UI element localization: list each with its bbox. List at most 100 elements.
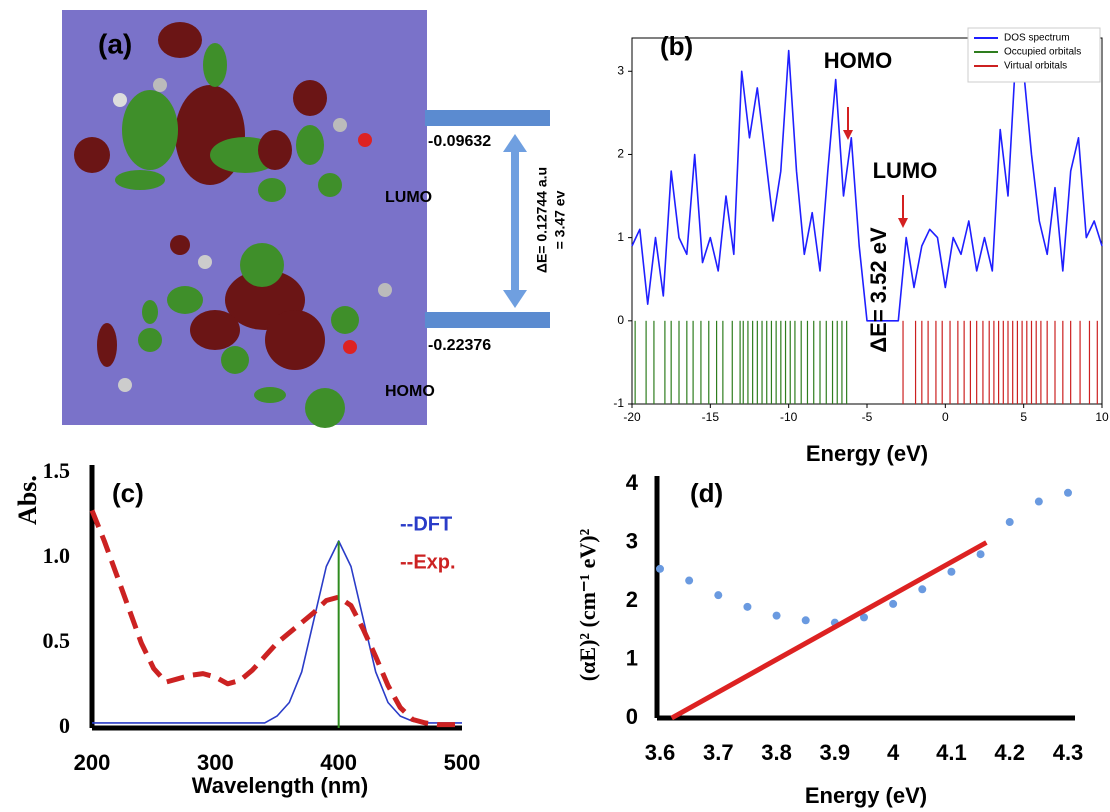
- data-point: [1005, 518, 1014, 527]
- data-point: [714, 591, 723, 600]
- x-tick-label: 10: [1095, 410, 1109, 424]
- x-tick-label: 3.8: [761, 740, 792, 765]
- orbital-lobe: [170, 235, 190, 255]
- atom: [198, 255, 212, 269]
- y-tick-label: 1.5: [43, 458, 71, 483]
- y-tick-label: 1: [626, 645, 638, 670]
- orbital-lobe: [258, 178, 286, 202]
- gap-label: ΔE= 0.12744 a.u: [534, 167, 550, 273]
- x-tick-label: 4.2: [994, 740, 1025, 765]
- orbital-lobe: [296, 125, 324, 165]
- orbital-lobe: [122, 90, 178, 170]
- homo-molecule: [97, 235, 392, 428]
- y-axis-label: (αE)² (cm⁻¹ eV)²: [575, 528, 600, 681]
- y-tick-label: 0.5: [43, 628, 71, 653]
- orbital-lobe: [158, 22, 202, 58]
- x-tick-label: 3.9: [820, 740, 851, 765]
- x-tick-label: -5: [862, 410, 873, 424]
- atom: [343, 340, 357, 354]
- panel-title: (b): [660, 31, 693, 61]
- x-tick-label: 4: [887, 740, 900, 765]
- y-tick-label: 3: [617, 63, 624, 77]
- panel-a: (a) LUMO HOMO -0.09632 -0.22376 ΔE= 0.12…: [62, 10, 568, 428]
- x-tick-label: 3.6: [645, 740, 676, 765]
- y-tick-label: 0: [617, 313, 624, 327]
- y-tick-label: 0: [626, 704, 638, 729]
- orbital-lobe: [138, 328, 162, 352]
- atom: [118, 378, 132, 392]
- x-tick-label: 400: [320, 750, 357, 775]
- data-point: [918, 585, 927, 594]
- data-point: [860, 613, 868, 622]
- atom: [333, 118, 347, 132]
- x-tick-label: 4.3: [1053, 740, 1084, 765]
- x-tick-label: 3.7: [703, 740, 734, 765]
- arrow-head: [503, 290, 527, 308]
- data-point: [1034, 497, 1043, 506]
- x-tick-label: -20: [623, 410, 641, 424]
- atom: [153, 78, 167, 92]
- data-line: [670, 540, 988, 721]
- lumo-energy: -0.09632: [428, 133, 491, 150]
- data-point: [685, 576, 694, 585]
- panel-title: (c): [112, 478, 144, 508]
- orbital-lobe: [265, 310, 325, 370]
- orbital-lobe: [190, 310, 240, 350]
- data-point: [743, 602, 752, 611]
- y-tick-label: 1: [617, 230, 624, 244]
- annotation: HOMO: [824, 48, 892, 73]
- x-axis-label: Energy (eV): [806, 441, 928, 466]
- data-point: [976, 550, 985, 559]
- legend-label: --DFT: [400, 513, 452, 535]
- data-point: [1064, 488, 1072, 497]
- x-tick-label: 500: [444, 750, 481, 775]
- atom: [113, 93, 127, 107]
- y-tick-label: 4: [626, 470, 639, 495]
- y-tick-label: 1.0: [43, 543, 71, 568]
- homo-label: HOMO: [385, 383, 435, 400]
- orbital-lobe: [254, 387, 286, 403]
- lumo-level: [425, 110, 550, 126]
- orbital-lobe: [258, 130, 292, 170]
- legend-label: --Exp.: [400, 551, 456, 573]
- legend-label: Virtual orbitals: [1004, 61, 1067, 72]
- orbital-lobe: [115, 170, 165, 190]
- data-line: [92, 540, 462, 724]
- pointer-arrow-head: [898, 218, 908, 228]
- lumo-molecule: [74, 22, 372, 202]
- x-tick-label: 5: [1020, 410, 1027, 424]
- atom: [378, 283, 392, 297]
- x-tick-label: 4.1: [936, 740, 967, 765]
- data-point: [656, 564, 664, 573]
- orbital-lobe: [203, 43, 227, 87]
- y-tick-label: 0: [59, 713, 70, 738]
- legend-label: DOS spectrum: [1004, 33, 1070, 44]
- orbital-lobe: [305, 388, 345, 428]
- legend-label: Occupied orbitals: [1004, 47, 1081, 58]
- orbital-lobe: [331, 306, 359, 334]
- data-point: [772, 611, 781, 620]
- orbital-lobe: [318, 173, 342, 197]
- panel-title: (d): [690, 478, 723, 508]
- atom: [358, 133, 372, 147]
- orbital-lobe: [74, 137, 110, 173]
- data-point: [889, 599, 898, 608]
- data-point: [801, 616, 810, 625]
- x-tick-label: 300: [197, 750, 234, 775]
- panel-label: (a): [98, 28, 132, 59]
- lumo-label: LUMO: [385, 189, 432, 206]
- data-line: [89, 509, 462, 728]
- gap-label: = 3.47 ev: [552, 190, 568, 249]
- y-tick-label: 2: [617, 147, 624, 161]
- arrow-head: [503, 134, 527, 152]
- orbital-lobe: [97, 323, 117, 367]
- x-tick-label: -10: [780, 410, 798, 424]
- homo-energy: -0.22376: [428, 337, 491, 354]
- x-tick-label: 200: [74, 750, 111, 775]
- x-axis-label: Energy (eV): [805, 783, 927, 808]
- x-tick-label: -15: [702, 410, 720, 424]
- y-tick-label: 3: [626, 528, 638, 553]
- homo-level: [425, 312, 550, 328]
- pointer-arrow-head: [843, 130, 853, 140]
